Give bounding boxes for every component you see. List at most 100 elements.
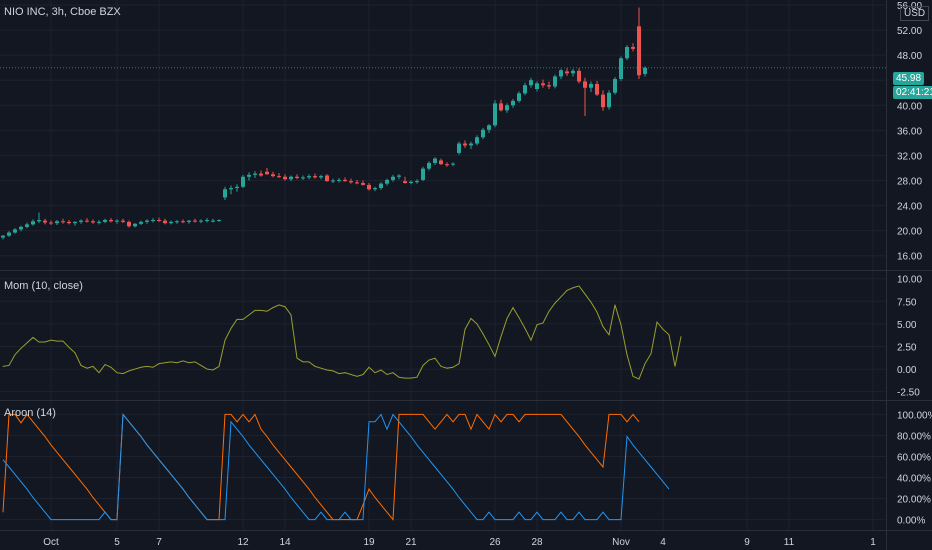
x-tick-label: 5 <box>114 537 120 548</box>
momentum-point <box>296 357 298 359</box>
momentum-point <box>512 307 514 309</box>
candle-body <box>331 180 335 182</box>
momentum-point <box>284 306 286 308</box>
momentum-point <box>608 334 610 336</box>
candle-body <box>325 175 329 182</box>
momentum-point <box>104 364 106 365</box>
grid-lines <box>0 0 886 530</box>
candle-body <box>49 222 53 224</box>
momentum-point <box>74 352 76 354</box>
aroon-y-tick-label: 60.00% <box>897 452 931 463</box>
momentum-point <box>320 367 322 369</box>
candle-body <box>547 85 551 87</box>
candle-body <box>343 179 347 182</box>
candle-body <box>277 176 281 178</box>
candle-body <box>295 176 299 179</box>
candle-body <box>79 220 83 222</box>
momentum-point <box>50 339 52 341</box>
candle-body <box>73 221 77 224</box>
candle-body <box>613 78 617 93</box>
momentum-point <box>56 340 58 342</box>
price-y-tick-label: 24.00 <box>897 202 922 213</box>
momentum-point <box>470 318 472 319</box>
aroon-series[interactable] <box>2 413 670 521</box>
candle-body <box>67 221 71 224</box>
momentum-point <box>584 293 586 295</box>
momentum-point <box>614 304 616 306</box>
candle-body <box>61 221 65 223</box>
momentum-point <box>638 378 640 380</box>
candle-body <box>571 70 575 74</box>
candle-body <box>229 188 233 190</box>
momentum-point <box>332 370 334 372</box>
momentum-point <box>344 372 346 374</box>
momentum-line <box>2 285 682 380</box>
candle-body <box>409 181 413 184</box>
currency-badge[interactable]: USD <box>900 6 930 21</box>
momentum-point <box>464 328 466 330</box>
x-tick-label: Oct <box>43 537 59 548</box>
candle-body <box>529 80 533 86</box>
candle-body <box>355 182 359 184</box>
candle-body <box>487 125 491 130</box>
momentum-point <box>398 376 400 378</box>
candle-body <box>271 174 275 177</box>
candle-body <box>589 83 593 88</box>
candle-body <box>115 220 119 222</box>
candle-body <box>403 181 407 184</box>
candle-body <box>163 220 167 224</box>
candle-body <box>481 129 485 138</box>
candle-body <box>169 221 173 224</box>
momentum-point <box>164 362 166 364</box>
candle-body <box>619 58 623 79</box>
momentum-point <box>404 377 406 379</box>
candle-body <box>349 181 353 183</box>
candle-body <box>103 220 107 222</box>
candle-body <box>1 235 5 238</box>
candle-body <box>211 220 215 222</box>
momentum-point <box>518 317 520 318</box>
mom-y-tick-label: 5.00 <box>897 320 917 331</box>
momentum-point <box>482 333 484 335</box>
momentum-point <box>212 369 214 371</box>
momentum-point <box>326 369 328 371</box>
momentum-point <box>506 318 508 319</box>
momentum-series[interactable] <box>2 285 682 380</box>
candle-body <box>493 103 497 126</box>
candle-body <box>565 71 569 74</box>
candle-body <box>457 143 461 153</box>
momentum-point <box>188 362 190 364</box>
candle-body <box>31 221 35 225</box>
momentum-point <box>254 309 256 311</box>
price-candles[interactable] <box>0 7 886 240</box>
candle-body <box>643 67 647 74</box>
mom-y-tick-label: -2.50 <box>897 388 920 399</box>
momentum-point <box>38 341 40 343</box>
candle-body <box>259 173 263 176</box>
candle-body <box>553 76 557 87</box>
mom-y-tick-label: 0.00 <box>897 365 917 376</box>
candle-body <box>121 220 125 222</box>
momentum-point <box>140 366 142 368</box>
candle-body <box>187 220 191 222</box>
countdown-tag: 02:41:21 <box>893 86 932 99</box>
momentum-point <box>308 361 310 363</box>
x-tick-label: 1 <box>870 537 876 548</box>
momentum-point <box>98 372 100 374</box>
momentum-point <box>200 365 202 366</box>
momentum-point <box>440 365 442 367</box>
momentum-point <box>206 368 208 370</box>
candle-body <box>445 164 449 166</box>
aroon-y-tick-label: 0.00% <box>897 516 925 527</box>
momentum-point <box>620 324 622 326</box>
momentum-point <box>146 365 148 367</box>
candle-body <box>151 220 155 222</box>
aroon-y-tick-label: 40.00% <box>897 474 931 485</box>
candle-body <box>91 221 95 223</box>
candle-body <box>307 176 311 178</box>
candle-body <box>601 94 605 108</box>
candle-body <box>469 143 473 146</box>
candle-body <box>631 46 635 49</box>
mom-title: Mom (10, close) <box>4 280 83 292</box>
